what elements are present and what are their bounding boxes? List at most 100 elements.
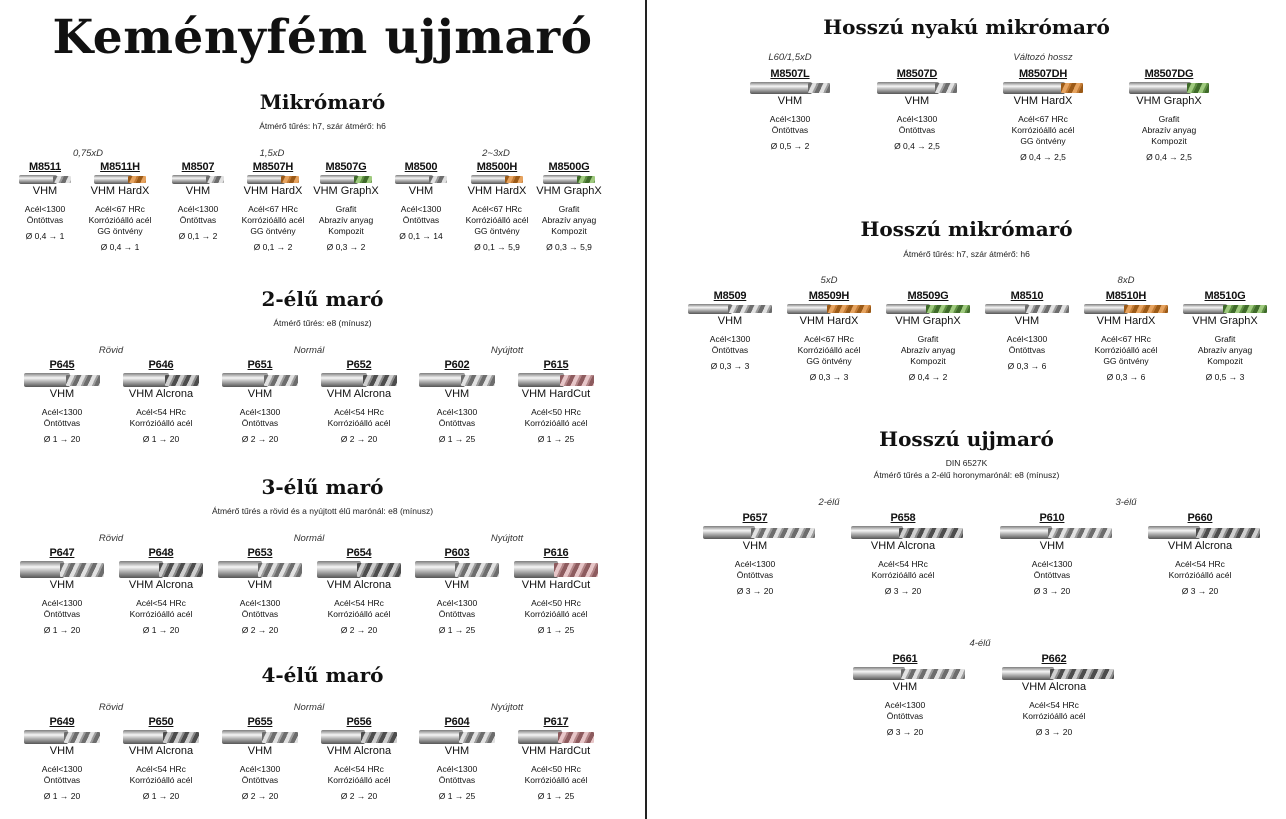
tool-card-p653[interactable]: P653 VHM Acél<1300 Öntöttvas Ø 2 → 20 <box>208 547 312 635</box>
tool-code[interactable]: P660 <box>1187 512 1213 524</box>
material-line: Öntöttvas <box>886 711 924 721</box>
tool-code[interactable]: M8511 <box>28 161 62 173</box>
tool-shank <box>321 373 367 387</box>
tool-card-p610[interactable]: P610 VHM Acél<1300 Öntöttvas Ø 3 → 20 <box>1000 512 1112 596</box>
tool-code[interactable]: P604 <box>444 716 470 728</box>
tool-shank <box>877 82 939 94</box>
tool-card-p656[interactable]: P656 VHM Alcrona Acél<54 HRc Korrózióálló a… <box>307 716 411 801</box>
tool-card-p645[interactable]: P645 VHM Acél<1300 Öntöttvas Ø 1 → 20 <box>10 359 114 444</box>
tool-code[interactable]: P648 <box>148 547 174 559</box>
tool-code[interactable]: P603 <box>444 547 470 559</box>
tool-code[interactable]: P656 <box>346 716 372 728</box>
tool-code[interactable]: M8507H <box>252 161 294 173</box>
tool-code[interactable]: M8511H <box>100 161 140 173</box>
tool-card-p662[interactable]: P662 VHM Alcrona Acél<54 HRc Korrózióálló a… <box>1002 653 1114 737</box>
end-mill-image <box>877 82 957 94</box>
tool-card-p658[interactable]: P658 VHM Alcrona Acél<54 HRc Korrózióálló a… <box>851 512 963 596</box>
tool-card-m8509[interactable]: M8509 VHM Acél<1300 Öntöttvas Ø 0,3 → 3 <box>678 290 782 371</box>
tool-code[interactable]: M8510G <box>1204 290 1246 302</box>
tool-code[interactable]: P617 <box>543 716 569 728</box>
tool-card-p661[interactable]: P661 VHM Acél<1300 Öntöttvas Ø 3 → 20 <box>853 653 965 737</box>
material-line: Kompozit <box>551 226 587 236</box>
tool-card-m8507g[interactable]: M8507G VHM GraphX Grafit Abrazív anyag Kompo… <box>294 161 398 252</box>
tool-code[interactable]: P646 <box>148 359 174 371</box>
diameter-range: Ø 1 → 20 <box>142 625 180 635</box>
material-line: Abrazív anyag <box>1141 125 1197 135</box>
tool-code[interactable]: M8510 <box>1010 290 1044 302</box>
tool-code[interactable]: M8500 <box>404 161 438 173</box>
tool-card-p647[interactable]: P647 VHM Acél<1300 Öntöttvas Ø 1 → 20 <box>10 547 114 635</box>
tool-card-m8510h[interactable]: M8510H VHM HardX Acél<67 HRc Korrózióálló a… <box>1074 290 1178 382</box>
tool-code[interactable]: P645 <box>49 359 75 371</box>
tool-card-p604[interactable]: P604 VHM Acél<1300 Öntöttvas Ø 1 → 25 <box>405 716 509 801</box>
tool-code[interactable]: P654 <box>346 547 372 559</box>
tool-materials: Acél<1300 Öntöttvas <box>865 114 969 136</box>
tool-card-p649[interactable]: P649 VHM Acél<1300 Öntöttvas Ø 1 → 20 <box>10 716 114 801</box>
tool-code[interactable]: M8507L <box>770 68 810 80</box>
tool-card-p655[interactable]: P655 VHM Acél<1300 Öntöttvas Ø 2 → 20 <box>208 716 312 801</box>
tool-code[interactable]: M8500G <box>548 161 590 173</box>
tool-code[interactable]: M8507DG <box>1144 68 1194 80</box>
tool-code[interactable]: P657 <box>742 512 768 524</box>
tool-card-m8507dg[interactable]: M8507DG VHM GraphX Grafit Abrazív anyag Komp… <box>1117 68 1221 162</box>
tool-card-m8507h[interactable]: M8507H VHM HardX Acél<67 HRc Korrózióálló a… <box>221 161 325 252</box>
tool-card-m8507d[interactable]: M8507D VHM Acél<1300 Öntöttvas Ø 0,4 → 2,5 <box>865 68 969 151</box>
tool-card-p654[interactable]: P654 VHM Alcrona Acél<54 HRc Korrózióálló a… <box>307 547 411 635</box>
tool-code[interactable]: M8507DH <box>1018 68 1068 80</box>
tool-card-m8509g[interactable]: M8509G VHM GraphX Grafit Abrazív anyag Kompo… <box>876 290 980 382</box>
tool-code[interactable]: M8509G <box>907 290 949 302</box>
tool-code[interactable]: M8500H <box>476 161 518 173</box>
tool-code[interactable]: P651 <box>247 359 273 371</box>
tool-flute <box>901 668 965 679</box>
tool-code[interactable]: P649 <box>49 716 75 728</box>
tool-card-p603[interactable]: P603 VHM Acél<1300 Öntöttvas Ø 1 → 25 <box>405 547 509 635</box>
tool-card-p602[interactable]: P602 VHM Acél<1300 Öntöttvas Ø 1 → 25 <box>405 359 509 444</box>
tool-code[interactable]: M8507 <box>181 161 215 173</box>
tool-card-m8507dh[interactable]: M8507DH VHM HardX Acél<67 HRc Korrózióálló … <box>991 68 1095 162</box>
tool-code[interactable]: P615 <box>543 359 569 371</box>
tool-code[interactable]: P616 <box>543 547 569 559</box>
tool-card-p615[interactable]: P615 VHM HardCut Acél<50 HRc Korrózióálló a… <box>504 359 608 444</box>
tool-code[interactable]: P652 <box>346 359 372 371</box>
tool-card-p652[interactable]: P652 VHM Alcrona Acél<54 HRc Korrózióálló a… <box>307 359 411 444</box>
tool-card-m8507l[interactable]: M8507L VHM Acél<1300 Öntöttvas Ø 0,5 → 2 <box>738 68 842 151</box>
tool-card-m8511h[interactable]: M8511H VHM HardX Acél<67 HRc Korrózióálló a… <box>68 161 172 252</box>
tool-materials: Grafit Abrazív anyag Kompozit <box>294 204 398 237</box>
tool-code[interactable]: P650 <box>148 716 174 728</box>
tool-code[interactable]: P661 <box>892 653 918 665</box>
tool-card-p617[interactable]: P617 VHM HardCut Acél<50 HRc Korrózióálló a… <box>504 716 608 801</box>
tool-grade: VHM HardX <box>1013 95 1073 107</box>
material-line: Acél<54 HRc <box>136 407 186 417</box>
material-line: Öntöttvas <box>438 775 476 785</box>
end-mill-image <box>543 175 595 184</box>
tool-card-m8507[interactable]: M8507 VHM Acél<1300 Öntöttvas Ø 0,1 → 2 <box>146 161 250 241</box>
tool-code[interactable]: P658 <box>890 512 916 524</box>
tool-code[interactable]: P647 <box>49 547 75 559</box>
tool-code[interactable]: M8510H <box>1105 290 1147 302</box>
tool-card-m8500[interactable]: M8500 VHM Acél<1300 Öntöttvas Ø 0,1 → 14 <box>369 161 473 241</box>
tool-card-p657[interactable]: P657 VHM Acél<1300 Öntöttvas Ø 3 → 20 <box>703 512 815 596</box>
tool-card-p651[interactable]: P651 VHM Acél<1300 Öntöttvas Ø 2 → 20 <box>208 359 312 444</box>
tool-code[interactable]: M8509 <box>713 290 747 302</box>
tool-card-m8510g[interactable]: M8510G VHM GraphX Grafit Abrazív anyag Kompo… <box>1173 290 1277 382</box>
tool-card-p650[interactable]: P650 VHM Alcrona Acél<54 HRc Korrózióálló a… <box>109 716 213 801</box>
tool-code[interactable]: M8507G <box>325 161 367 173</box>
tool-card-m8500h[interactable]: M8500H VHM HardX Acél<67 HRc Korrózióálló a… <box>445 161 549 252</box>
tool-card-p616[interactable]: P616 VHM HardCut Acél<50 HRc Korrózióálló a… <box>504 547 608 635</box>
tool-code[interactable]: M8509H <box>808 290 850 302</box>
tool-card-m8511[interactable]: M8511 VHM Acél<1300 Öntöttvas Ø 0,4 → 1 <box>0 161 97 241</box>
tool-flute <box>899 527 963 538</box>
tool-card-m8509h[interactable]: M8509H VHM HardX Acél<67 HRc Korrózióálló a… <box>777 290 881 382</box>
tool-code[interactable]: P653 <box>247 547 273 559</box>
tool-code[interactable]: P655 <box>247 716 273 728</box>
tool-code[interactable]: P602 <box>444 359 470 371</box>
tool-card-p646[interactable]: P646 VHM Alcrona Acél<54 HRc Korrózióálló a… <box>109 359 213 444</box>
tool-code[interactable]: M8507D <box>896 68 938 80</box>
tool-code[interactable]: P610 <box>1039 512 1065 524</box>
tool-card-p660[interactable]: P660 VHM Alcrona Acél<54 HRc Korrózióálló a… <box>1148 512 1260 596</box>
tool-card-m8510[interactable]: M8510 VHM Acél<1300 Öntöttvas Ø 0,3 → 6 <box>975 290 1079 371</box>
tool-code[interactable]: P662 <box>1041 653 1067 665</box>
tool-card-m8500g[interactable]: M8500G VHM GraphX Grafit Abrazív anyag Kompo… <box>517 161 621 252</box>
tool-card-p648[interactable]: P648 VHM Alcrona Acél<54 HRc Korrózióálló a… <box>109 547 213 635</box>
tool-shank <box>688 304 732 314</box>
